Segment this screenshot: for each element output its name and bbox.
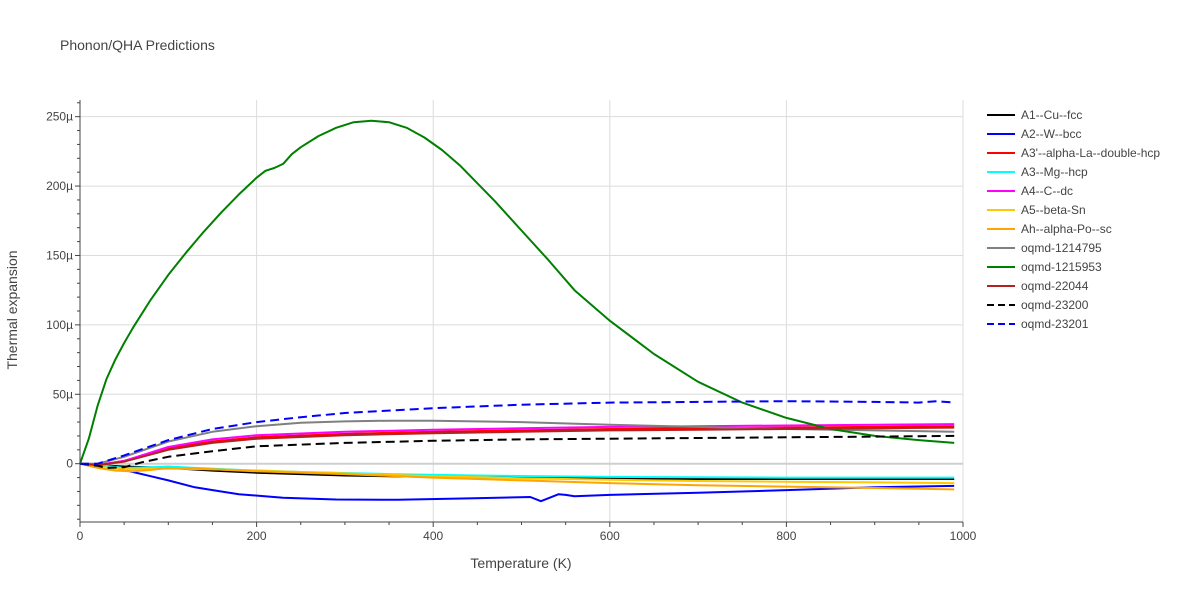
legend-label: oqmd-22044 <box>1021 279 1089 293</box>
y-tick-label: 250µ <box>46 110 73 124</box>
y-tick-label: 200µ <box>46 179 73 193</box>
series-layer <box>79 119 955 503</box>
y-tick-label: 150µ <box>46 248 73 262</box>
legend-label: A5--beta-Sn <box>1021 203 1086 217</box>
series-line <box>79 426 955 467</box>
legend-label: oqmd-23200 <box>1021 298 1089 312</box>
chart-title: Phonon/QHA Predictions <box>60 37 215 53</box>
y-tick-labels: 0 50µ 100µ 150µ 200µ 250µ <box>46 110 73 471</box>
x-tick-label: 200 <box>247 529 267 543</box>
x-tick-label: 0 <box>77 529 84 543</box>
legend-label: A3--Mg--hcp <box>1021 165 1088 179</box>
legend-label: oqmd-1215953 <box>1021 260 1102 274</box>
series-line <box>80 400 955 465</box>
x-axis-title: Temperature (K) <box>470 555 571 571</box>
series-line <box>79 423 955 467</box>
x-tick-label: 1000 <box>950 529 977 543</box>
x-tick-label: 400 <box>423 529 443 543</box>
series-line <box>79 119 955 465</box>
y-tick-label: 100µ <box>46 318 73 332</box>
legend-label: oqmd-23201 <box>1021 317 1089 331</box>
series-line <box>79 462 955 503</box>
y-tick-label: 0 <box>66 457 73 471</box>
legend-label: oqmd-1214795 <box>1021 241 1102 255</box>
legend-label: A3'--alpha-La--double-hcp <box>1021 146 1160 160</box>
legend-label: A2--W--bcc <box>1021 127 1081 141</box>
series-line <box>80 419 955 465</box>
x-tick-label: 800 <box>776 529 796 543</box>
y-tick-label: 50µ <box>53 387 73 401</box>
axes <box>75 100 964 527</box>
gridlines <box>80 100 964 522</box>
series-line <box>79 434 955 469</box>
x-tick-label: 600 <box>600 529 620 543</box>
legend-label: A1--Cu--fcc <box>1021 108 1082 122</box>
y-axis-title: Thermal expansion <box>4 250 20 369</box>
series-line <box>79 462 955 491</box>
legend: A1--Cu--fcc A2--W--bcc A3'--alpha-La--doub… <box>987 108 1160 331</box>
legend-label: Ah--alpha-Po--sc <box>1021 222 1112 236</box>
legend-label: A4--C--dc <box>1021 184 1073 198</box>
x-tick-labels: 0 200 400 600 800 1000 <box>77 529 977 543</box>
